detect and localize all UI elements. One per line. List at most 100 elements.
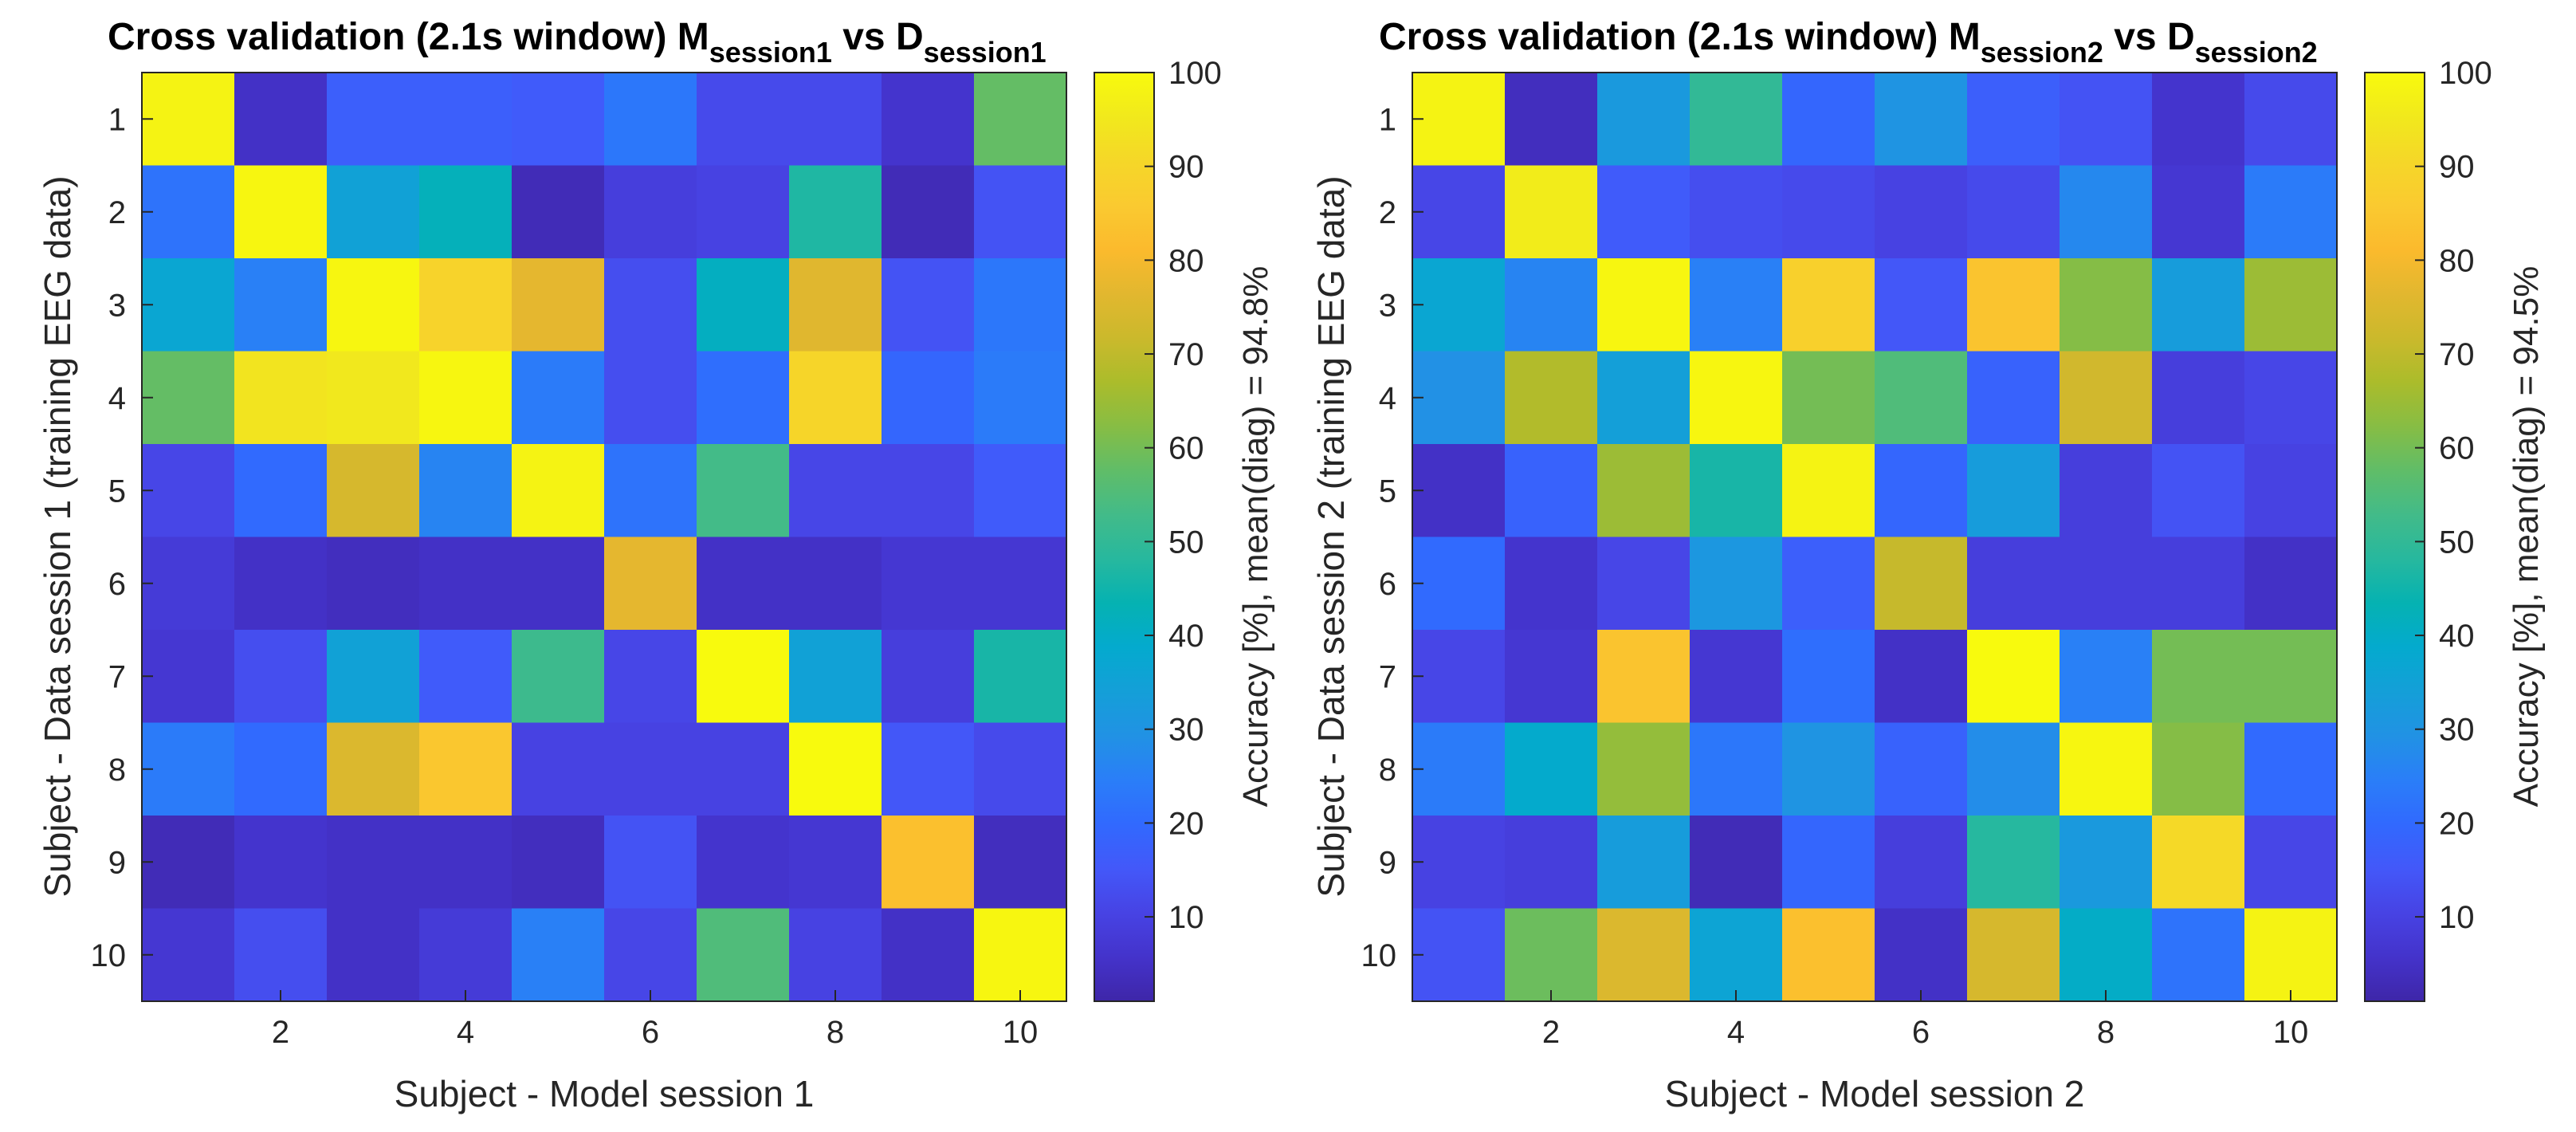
panel-2-colorbar: 10 20 30 40 50 60 70 80 90 100 <box>2364 56 2492 1002</box>
panel-2-cell-r7-c10 <box>2244 630 2338 724</box>
panel-2-cell-r8-c5 <box>1782 722 1875 816</box>
panel-1-cell-r1-c3 <box>327 73 420 167</box>
panel-2-cell-r1-c6 <box>1875 73 1968 167</box>
panel-1-y-tick-label: 9 <box>108 845 126 880</box>
panel-2-cell-r7-c3 <box>1597 630 1690 724</box>
panel-2-cell-r2-c5 <box>1782 165 1875 259</box>
panel-1-colorbar-tick-label: 90 <box>1168 150 1204 185</box>
panel-2-colorbar-gradient <box>2365 73 2425 1001</box>
panel-1-cell-r7-c5 <box>512 630 605 724</box>
panel-1-cell-r8-c1 <box>142 722 235 816</box>
panel-2-colorbar-tick-label: 80 <box>2439 243 2475 278</box>
panel-1-cell-r6-c6 <box>604 537 697 631</box>
panel-2-cell-r3-c8 <box>2060 258 2153 352</box>
panel-1-cell-r2-c4 <box>419 165 512 259</box>
panel-2-colorbar-tick-label: 60 <box>2439 431 2475 466</box>
panel-1-cell-r10-c6 <box>604 908 697 1002</box>
panel-2-cell-r2-c6 <box>1875 165 1968 259</box>
panel-1-cell-r9-c10 <box>974 816 1067 910</box>
panel-1-y-tick-label: 4 <box>108 381 126 416</box>
panel-2-colorbar-tick-label: 70 <box>2439 337 2475 372</box>
panel-1-cell-r9-c9 <box>882 816 975 910</box>
panel-2-cell-r2-c2 <box>1505 165 1598 259</box>
panel-1-cell-r7-c10 <box>974 630 1067 724</box>
panel-1-cell-r5-c9 <box>882 444 975 538</box>
panel-2-cell-r6-c10 <box>2244 537 2338 631</box>
panel-1-y-tick-label: 5 <box>108 474 126 509</box>
panel-2-y-tick-label: 3 <box>1379 288 1396 323</box>
panel-2-cell-r4-c10 <box>2244 351 2338 445</box>
panel-2-cell-r6-c7 <box>1967 537 2060 631</box>
panel-2-colorbar-label: Accuracy [%], mean(diag) = 94.5% <box>2507 266 2546 808</box>
panel-2-cell-r3-c5 <box>1782 258 1875 352</box>
panel-1-cell-r3-c5 <box>512 258 605 352</box>
panel-1-cell-r8-c9 <box>882 722 975 816</box>
panel-1-cell-r10-c3 <box>327 908 420 1002</box>
panel-2-x-ticks: 2 4 6 8 10 <box>1542 990 2308 1050</box>
panel-1-cell-r2-c7 <box>697 165 790 259</box>
panel-1-cell-r9-c3 <box>327 816 420 910</box>
panel-1-cell-r6-c8 <box>789 537 882 631</box>
panel-2-cell-r7-c9 <box>2152 630 2245 724</box>
panel-2-cell-r1-c8 <box>2060 73 2153 167</box>
panel-2-cell-r1-c7 <box>1967 73 2060 167</box>
panel-2-cell-r8-c2 <box>1505 722 1598 816</box>
panel-1-cell-r10-c9 <box>882 908 975 1002</box>
panel-1-cell-r3-c4 <box>419 258 512 352</box>
panel-2-cell-r6-c6 <box>1875 537 1968 631</box>
panel-1-cell-r5-c6 <box>604 444 697 538</box>
panel-1-cell-r9-c5 <box>512 816 605 910</box>
panel-2-cell-r10-c6 <box>1875 908 1968 1002</box>
panel-2-cell-r7-c5 <box>1782 630 1875 724</box>
panel-1-colorbar-tick-label: 30 <box>1168 713 1204 748</box>
panel-1-cell-r8-c7 <box>697 722 790 816</box>
panel-1-cell-r3-c7 <box>697 258 790 352</box>
panel-2-cell-r4-c6 <box>1875 351 1968 445</box>
panel-1-cell-r1-c7 <box>697 73 790 167</box>
panel-2-colorbar-tick-label: 30 <box>2439 713 2475 748</box>
panel-1-cell-r3-c9 <box>882 258 975 352</box>
panel-1-colorbar-tick-label: 80 <box>1168 243 1204 278</box>
panel-1-x-axis-label: Subject - Model session 1 <box>395 1073 815 1114</box>
panel-2-cell-r10-c8 <box>2060 908 2153 1002</box>
panel-2-y-axis-label: Subject - Data session 2 (training EEG d… <box>1310 175 1352 897</box>
panel-1-cell-r1-c6 <box>604 73 697 167</box>
panel-1-cell-r4-c3 <box>327 351 420 445</box>
panel-2-cell-r3-c9 <box>2152 258 2245 352</box>
panel-1-cell-r9-c7 <box>697 816 790 910</box>
panel-1-cell-r1-c4 <box>419 73 512 167</box>
panel-2-cell-r6-c9 <box>2152 537 2245 631</box>
panel-1-cell-r9-c2 <box>234 816 328 910</box>
panel-2-cell-r10-c4 <box>1690 908 1783 1002</box>
panel-1-cell-r5-c5 <box>512 444 605 538</box>
panel-2-cell-r2-c9 <box>2152 165 2245 259</box>
panel-2-x-tick-label: 10 <box>2273 1015 2309 1050</box>
panel-1-x-tick-label: 6 <box>642 1015 659 1050</box>
panel-1-cell-r7-c9 <box>882 630 975 724</box>
panel-1-cell-r2-c6 <box>604 165 697 259</box>
panel-2-cell-r7-c7 <box>1967 630 2060 724</box>
panel-1-cell-r2-c3 <box>327 165 420 259</box>
panel-2-cell-r1-c9 <box>2152 73 2245 167</box>
panel-1-cell-r8-c4 <box>419 722 512 816</box>
panel-1-cell-r3-c2 <box>234 258 328 352</box>
panel-2-cell-r4-c2 <box>1505 351 1598 445</box>
panel-2-cell-r9-c2 <box>1505 816 1598 910</box>
panel-2-colorbar-tick-label: 50 <box>2439 525 2475 560</box>
panel-2-cell-r4-c4 <box>1690 351 1783 445</box>
panel-1-cell-r8-c10 <box>974 722 1067 816</box>
panel-2-cell-r5-c2 <box>1505 444 1598 538</box>
panel-2-cell-r3-c6 <box>1875 258 1968 352</box>
panel-1-cell-r8-c8 <box>789 722 882 816</box>
panel-2-cell-r5-c10 <box>2244 444 2338 538</box>
panel-1-cell-r10-c2 <box>234 908 328 1002</box>
panel-2-cell-r8-c4 <box>1690 722 1783 816</box>
panel-1-cell-r9-c6 <box>604 816 697 910</box>
panel-1-colorbar-label: Accuracy [%], mean(diag) = 94.8% <box>1236 266 1275 808</box>
panel-2-cell-r3-c7 <box>1967 258 2060 352</box>
panel-1-colorbar-tick-label: 100 <box>1168 56 1222 91</box>
panel-1-y-tick-label: 1 <box>108 102 126 137</box>
panel-1-cell-r4-c7 <box>697 351 790 445</box>
panel-1-cell-r6-c3 <box>327 537 420 631</box>
panel-2-cell-r5-c6 <box>1875 444 1968 538</box>
